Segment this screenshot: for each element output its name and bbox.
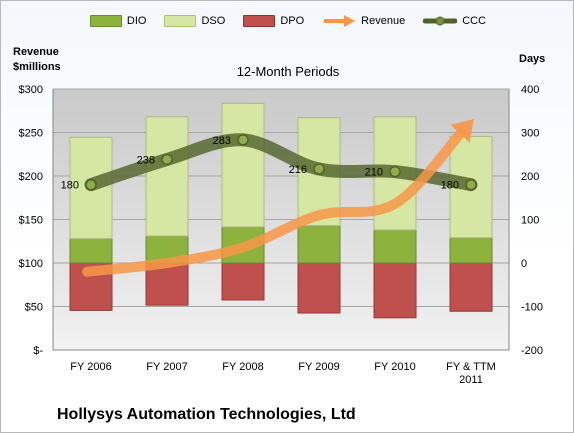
ccc-point (389, 165, 401, 178)
y-right-tick-label: 100 (521, 215, 539, 227)
x-tick-label: FY 2008 (222, 361, 263, 373)
y-left-tick-label: $50 (25, 302, 43, 314)
ccc-data-label: 210 (365, 167, 383, 179)
bar-dso (69, 136, 113, 240)
ccc-line (84, 133, 478, 192)
y-right-tick-label: 400 (521, 84, 539, 96)
bar-dio (69, 238, 113, 264)
legend-label-dso: DSO (201, 15, 226, 27)
legend: DIO DSO DPO Revenue CCC (1, 15, 573, 27)
ccc-point (237, 134, 249, 146)
ccc-point (161, 153, 173, 166)
legend-item-dso: DSO (164, 15, 225, 27)
bar-dio (297, 225, 341, 264)
y-left-tick-label: $- (33, 345, 43, 357)
ccc-data-label: 180 (61, 180, 79, 192)
revenue-line (82, 127, 467, 277)
legend-label-dpo: DPO (280, 15, 305, 27)
y-left-tick-label: $200 (19, 171, 43, 183)
x-tick-label: 2011 (459, 374, 483, 386)
ccc-point (85, 178, 97, 191)
legend-swatch-dpo (243, 15, 276, 27)
y-right-tick-label: -200 (521, 345, 543, 357)
x-tick-label: FY 2006 (70, 361, 111, 373)
legend-item-revenue: Revenue (322, 15, 405, 27)
ccc-point (313, 163, 325, 175)
bar-dso (221, 102, 265, 228)
y-right-tick-label: -100 (521, 302, 543, 314)
y-axis-left-title-line1: Revenue (13, 46, 59, 58)
bar-dio (373, 229, 417, 264)
legend-line-icon (423, 16, 458, 26)
ccc-data-label: 216 (289, 164, 307, 176)
legend-item-dio: DIO (89, 15, 147, 27)
legend-swatch-dso (164, 15, 197, 27)
legend-item-ccc: CCC (423, 15, 486, 27)
y-right-tick-label: 300 (521, 128, 539, 140)
y-axis-right-title: Days (519, 53, 546, 65)
y-right-tick-label: 0 (521, 258, 527, 270)
y-left-tick-label: $100 (19, 258, 43, 270)
bar-dso (145, 116, 189, 237)
bar-dpo (373, 262, 417, 319)
legend-arrow-icon (324, 15, 356, 27)
revenue-arrowhead (450, 119, 474, 143)
legend-label-revenue: Revenue (361, 15, 406, 27)
ccc-data-label: 283 (213, 135, 231, 147)
x-tick-label: FY 2009 (298, 361, 339, 373)
bar-dpo (221, 262, 265, 301)
chart-subtitle: 12-Month Periods (236, 64, 340, 79)
legend-label-dio: DIO (126, 15, 147, 27)
y-left-tick-label: $150 (19, 215, 43, 227)
y-axis-left-title: Revenue $millions (13, 45, 61, 75)
bar-dpo (449, 262, 493, 312)
bar-dpo (297, 262, 341, 314)
bar-dio (449, 237, 493, 264)
y-left-tick-label: $250 (19, 128, 43, 140)
x-tick-label: FY 2007 (146, 361, 187, 373)
ccc-point (465, 178, 477, 191)
ccc-data-label: 180 (441, 180, 459, 192)
legend-item-dpo: DPO (243, 15, 304, 27)
y-right-tick-label: 200 (521, 171, 539, 183)
x-tick-label: FY 2010 (374, 361, 415, 373)
company-name: Hollysys Automation Technologies, Ltd (57, 406, 356, 423)
x-tick-label: FY & TTM (446, 361, 496, 373)
ccc-data-label: 238 (137, 154, 155, 166)
legend-label-ccc: CCC (462, 15, 487, 27)
y-axis-left-title-line2: $millions (13, 61, 61, 73)
legend-swatch-dio (89, 15, 122, 27)
y-left-tick-label: $300 (19, 84, 43, 96)
bar-dpo (145, 262, 189, 306)
